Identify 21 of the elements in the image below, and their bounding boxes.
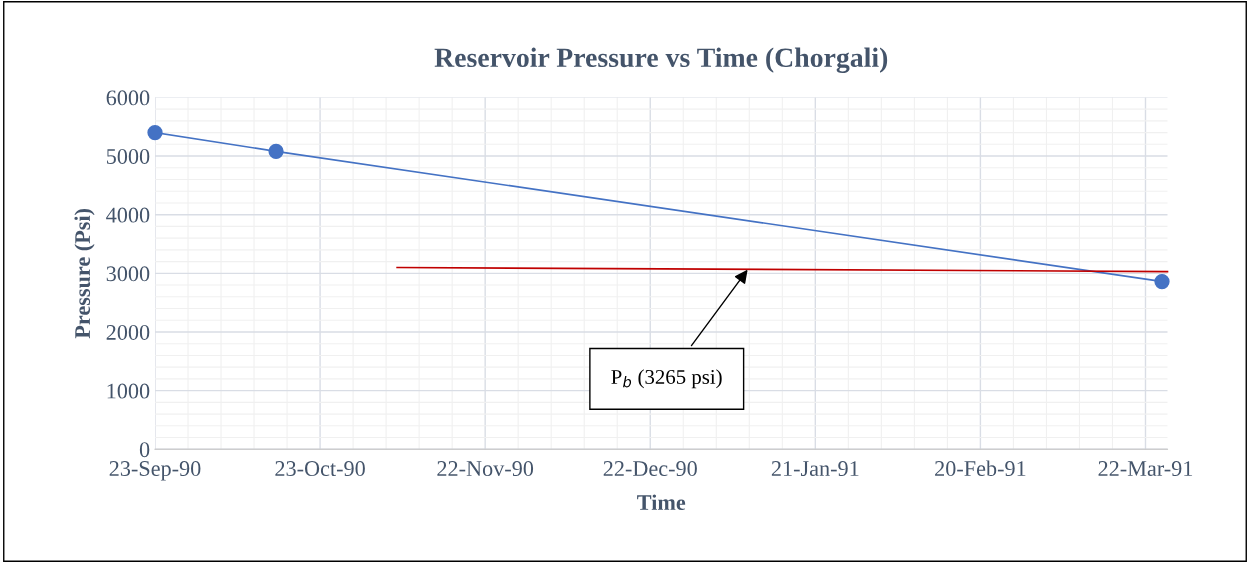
- point: [147, 124, 163, 141]
- x-tick-label: 20-Feb-91: [935, 460, 1026, 477]
- x-tick-label: 22-Mar-91: [1098, 461, 1193, 477]
- x-tick-label: 23-Sep-90: [109, 461, 201, 481]
- x-tick-label: 21-Jan-91: [771, 461, 859, 477]
- point: [268, 143, 284, 159]
- x-axis-title: Time: [637, 494, 686, 511]
- x-tick-label: 22-Nov-90: [437, 461, 534, 477]
- y-tick-label: 5000: [106, 148, 150, 164]
- y-tick-label: 3000: [106, 266, 150, 282]
- y-tick-label: 6000: [106, 90, 150, 106]
- chart-title: Reservoir Pressure vs Time (Chorgali): [434, 47, 888, 73]
- point: [1154, 273, 1170, 290]
- annotation: P$_{b}$ (3265 psi): [611, 369, 722, 389]
- y-tick-label: 1000: [107, 383, 150, 399]
- x-tick-label: 23-Oct-90: [275, 461, 365, 477]
- y-tick-label: 2000: [106, 324, 150, 340]
- y-tick-label: 0: [139, 442, 150, 458]
- x-tick-label: 22-Dec-90: [603, 461, 697, 477]
- y-axis-title: Pressure (Psi): [74, 208, 95, 339]
- y-tick-label: 4000: [106, 207, 150, 223]
